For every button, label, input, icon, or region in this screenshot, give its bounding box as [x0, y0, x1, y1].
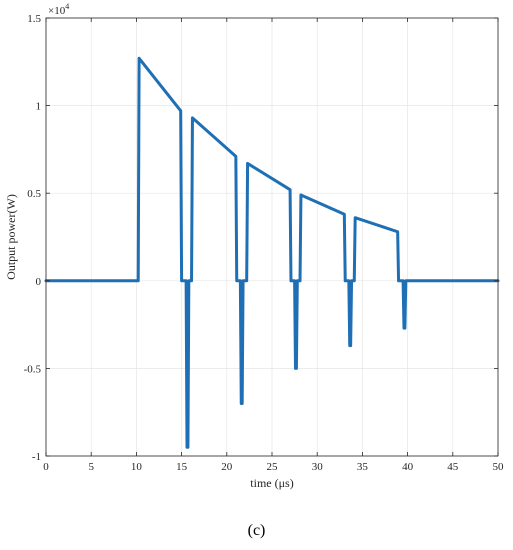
y-tick-label: 1.5	[27, 13, 41, 25]
tick-labels: 0 5 10 15 20 25 30 35 40 45 50 -1 -0.5 0 0.5 1 1.5	[24, 13, 504, 473]
x-axis-label: time (μs)	[250, 476, 293, 490]
x-tick-label: 25	[267, 461, 279, 473]
x-tick-label: 40	[402, 461, 414, 473]
y-axis-label: Output power(W)	[4, 194, 18, 280]
x-tick-label: 0	[43, 461, 49, 473]
series-layer	[44, 56, 500, 449]
x-tick-label: 30	[312, 461, 324, 473]
x-tick-label: 50	[493, 461, 505, 473]
x-tick-label: 15	[176, 461, 188, 473]
figure-caption: (c)	[247, 522, 266, 539]
y-tick-label: 0	[36, 276, 42, 288]
x-tick-label: 35	[357, 461, 369, 473]
y-exponent-power: 4	[65, 2, 69, 11]
y-tick-label: 0.5	[27, 188, 41, 200]
y-exponent: ×104	[48, 2, 69, 17]
y-tick-label: 1	[36, 101, 42, 113]
y-exponent-base: ×10	[48, 5, 66, 17]
x-tick-label: 45	[447, 461, 459, 473]
y-tick-label: -1	[32, 451, 41, 463]
x-tick-label: 10	[131, 461, 143, 473]
power-chart: 0 5 10 15 20 25 30 35 40 45 50-1-0.500.511.5 ×104 …	[4, 2, 504, 490]
x-tick-label: 5	[88, 461, 94, 473]
x-tick-label: 20	[221, 461, 233, 473]
series-line	[44, 56, 500, 449]
ticks	[45, 17, 499, 457]
y-tick-label: -0.5	[24, 363, 42, 375]
